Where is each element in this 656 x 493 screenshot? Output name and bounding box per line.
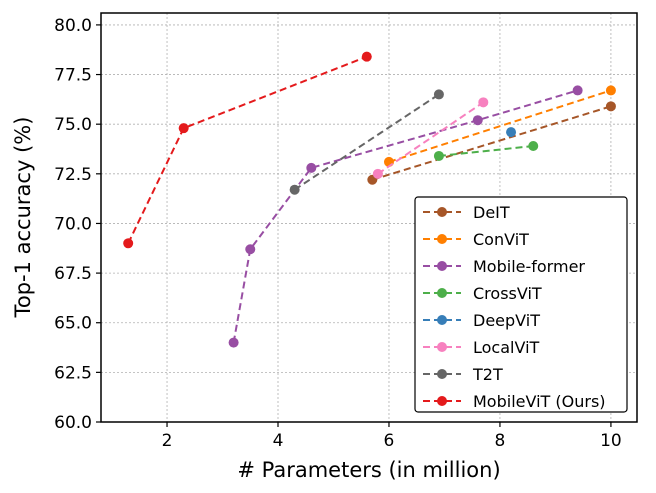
series-line-t2t [294,93,440,191]
y-tick-label: 77.5 [54,66,92,86]
data-point-crossvit [528,141,539,152]
x-tick-label: 2 [162,431,173,451]
data-point-deit [605,101,616,112]
y-tick-label: 62.5 [54,363,92,383]
data-point-crossvit [433,150,444,161]
series-line-mobilevit-ours [127,55,368,244]
legend-box [414,196,628,413]
x-tick-label: 4 [273,431,284,451]
y-tick-label: 70.0 [54,214,92,234]
data-point-mobile-former [245,244,256,255]
data-point-t2t [433,89,444,100]
series-layer [123,51,616,348]
series-line-crossvit [438,145,534,157]
legend-label-mobilevit-ours: MobileViT (Ours) [473,392,606,411]
x-tick-label: 10 [600,431,622,451]
legend-marker-deepvit [437,315,447,325]
data-point-mobilevit-ours [361,51,372,62]
y-tick-label: 72.5 [54,165,92,185]
legend-marker-mobile-former [437,261,447,271]
series-line-convit [388,89,612,163]
y-axis-label: Top-1 accuracy (%) [11,117,35,319]
data-point-deepvit [506,127,517,138]
legend: DeIT ConViT Mobile-former CrossViT DeepViT Lo… [414,196,628,413]
legend-label-localvit: LocalViT [473,338,540,357]
data-point-mobilevit-ours [178,123,189,134]
x-tick-label: 8 [495,431,506,451]
legend-marker-deit [437,207,447,217]
data-point-mobile-former [472,115,483,126]
legend-marker-localvit [437,342,447,352]
legend-marker-mobilevit-ours [437,396,447,406]
legend-label-deepvit: DeepViT [473,311,540,330]
legend-marker-crossvit [437,288,447,298]
y-tick-label: 75.0 [54,115,92,135]
data-point-mobile-former [306,162,317,173]
legend-marker-t2t [437,369,447,379]
data-point-t2t [289,184,300,195]
x-tick-label: 6 [384,431,395,451]
ticks: 2 4 6 8 10 60.0 62.5 65.0 67.5 70.0 72.5 75.0 77.5 80… [54,16,622,451]
data-point-mobilevit-ours [123,238,134,249]
data-point-localvit [372,168,383,179]
y-tick-label: 60.0 [54,413,92,433]
plot-frame [100,12,638,423]
legend-label-convit: ConViT [473,230,529,249]
legend-marker-convit [437,234,447,244]
legend-label-crossvit: CrossViT [473,284,542,303]
legend-label-deit: DeIT [473,203,510,222]
x-axis-label: # Parameters (in million) [237,458,500,482]
y-tick-label: 67.5 [54,264,92,284]
data-point-mobile-former [228,337,239,348]
series-line-deit [372,105,612,181]
legend-label-t2t: T2T [472,365,503,384]
y-tick-label: 65.0 [54,314,92,334]
legend-label-mobile-former: Mobile-former [473,257,585,276]
data-point-localvit [478,97,489,108]
data-point-mobile-former [572,85,583,96]
y-tick-label: 80.0 [54,16,92,36]
data-point-convit [605,85,616,96]
